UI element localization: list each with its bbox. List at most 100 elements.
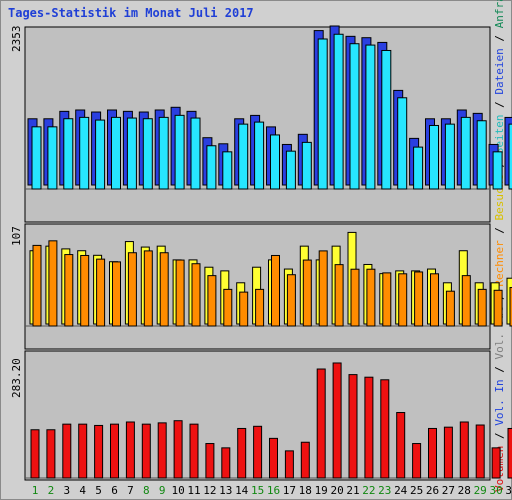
bar-volumen [157, 422, 167, 479]
bar-dateien [190, 117, 201, 190]
bar-dateien [508, 123, 512, 190]
bar-dateien [429, 124, 439, 190]
x-tick-label: 4 [79, 484, 86, 497]
bar-volumen [253, 425, 263, 479]
bar-rechner [445, 290, 455, 327]
bar-volumen [237, 427, 247, 479]
bar-dateien [158, 116, 169, 190]
x-tick-label: 23 [378, 484, 391, 497]
x-tick-label: 10 [171, 484, 184, 497]
bar-volumen [141, 423, 151, 479]
bar-rechner [493, 289, 503, 327]
bar-dateien [63, 118, 74, 190]
bar-rechner [398, 273, 408, 327]
bar-dateien [238, 123, 249, 190]
bar-rechner [414, 271, 424, 327]
bar-rechner [382, 272, 392, 327]
bar-rechner [175, 259, 185, 327]
bar-dateien [47, 126, 58, 190]
bar-rechner [191, 263, 201, 327]
bar-volumen [364, 376, 374, 479]
bar-dateien [285, 150, 296, 190]
bar-rechner [143, 250, 153, 327]
bar-rechner [302, 259, 312, 327]
bar-volumen [94, 424, 104, 479]
bar-rechner [477, 288, 487, 327]
bar-rechner [430, 273, 439, 327]
bar-dateien [460, 116, 471, 190]
bar-dateien [142, 118, 153, 190]
bar-volumen [284, 450, 294, 479]
bar-rechner [350, 268, 360, 327]
bar-dateien [126, 117, 137, 190]
bar-volumen [300, 441, 310, 479]
x-tick-label: 3 [63, 484, 70, 497]
bar-volumen [348, 374, 358, 479]
x-tick-label: 16 [267, 484, 280, 497]
x-tick-label: 18 [299, 484, 312, 497]
bar-volumen [380, 379, 390, 479]
bar-dateien [79, 116, 90, 190]
x-tick-label: 31 [505, 484, 512, 497]
bar-volumen [443, 426, 453, 479]
bar-dateien [333, 33, 344, 190]
x-tick-label: 1 [32, 484, 39, 497]
bar-volumen [475, 424, 485, 479]
bar-rechner [255, 288, 265, 327]
x-tick-label: 21 [346, 484, 359, 497]
bar-volumen [46, 429, 56, 479]
bar-volumen [459, 421, 469, 479]
x-tick-label: 8 [143, 484, 150, 497]
x-tick-label: 24 [394, 484, 408, 497]
bar-volumen [396, 412, 406, 479]
bar-rechner [159, 252, 169, 327]
chart-title: Tages-Statistik im Monat Juli 2017 [8, 6, 254, 20]
bar-dateien [492, 151, 503, 190]
bar-volumen [125, 421, 135, 479]
bar-dateien [206, 145, 217, 190]
bar-volumen [491, 447, 501, 479]
bar-dateien [95, 119, 106, 190]
x-tick-label: 12 [203, 484, 216, 497]
bar-rechner [223, 288, 233, 327]
bar-volumen [507, 427, 512, 479]
bar-rechner [318, 250, 328, 327]
bar-dateien [444, 123, 455, 190]
bar-volumen [221, 447, 231, 479]
bar-rechner [239, 291, 249, 327]
x-tick-label: 22 [362, 484, 375, 497]
bar-volumen [269, 437, 278, 479]
x-tick-label: 9 [159, 484, 166, 497]
bar-dateien [365, 44, 376, 190]
bar-dateien [31, 126, 42, 190]
bar-rechner [334, 264, 344, 327]
bar-dateien [381, 49, 392, 190]
bar-rechner [366, 268, 376, 327]
bar-dateien [270, 134, 280, 190]
bar-volumen [30, 429, 40, 479]
bar-rechner [286, 274, 296, 327]
x-tick-label: 14 [235, 484, 249, 497]
bar-rechner [32, 244, 42, 327]
bar-volumen [78, 423, 88, 479]
x-tick-label: 2 [48, 484, 55, 497]
bar-dateien [222, 151, 233, 190]
bar-dateien [254, 121, 265, 190]
x-tick-label: 27 [442, 484, 455, 497]
bar-dateien [317, 38, 328, 190]
x-tick-label: 6 [111, 484, 118, 497]
x-tick-label: 30 [489, 484, 502, 497]
bar-rechner [461, 275, 471, 327]
bar-volumen [205, 443, 215, 479]
bar-dateien [301, 141, 312, 190]
bar-rechner [509, 287, 512, 327]
bar-rechner [64, 254, 74, 327]
bar-volumen [110, 423, 119, 479]
bar-volumen [316, 368, 326, 479]
bar-rechner [127, 252, 137, 327]
x-tick-label: 19 [315, 484, 328, 497]
bar-volumen [428, 427, 437, 479]
x-tick-label: 25 [410, 484, 423, 497]
bar-rechner [80, 254, 90, 327]
